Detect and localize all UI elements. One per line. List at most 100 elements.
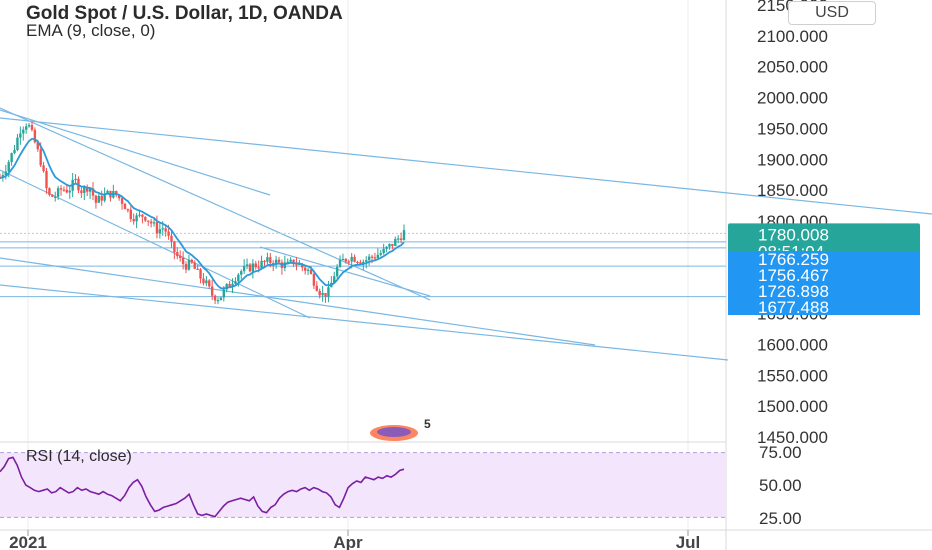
- candle-body: [231, 283, 234, 287]
- rsi-legend-label[interactable]: RSI (14, close): [26, 448, 132, 465]
- candle-body: [396, 238, 400, 240]
- candle-body: [295, 264, 298, 266]
- price-tick-label: 1550.000: [757, 366, 828, 385]
- candle-body: [289, 259, 292, 262]
- candle-body: [373, 257, 377, 259]
- candle-body: [152, 222, 156, 224]
- candle-body: [22, 129, 25, 134]
- candle-body: [16, 137, 19, 151]
- candle-body: [51, 194, 54, 197]
- candle-body: [263, 260, 266, 263]
- candle-body: [170, 235, 173, 242]
- candle-body: [347, 261, 350, 263]
- candle-body: [333, 276, 336, 283]
- candle-body: [254, 263, 257, 268]
- candle-body: [54, 196, 57, 198]
- candle-body: [155, 222, 159, 234]
- candle-body: [321, 293, 324, 296]
- candle-body: [184, 264, 188, 270]
- candle-body: [245, 264, 249, 267]
- candle-body: [269, 257, 272, 264]
- candle-body: [27, 125, 31, 127]
- candle-body: [274, 259, 278, 265]
- candle-body: [234, 281, 237, 284]
- price-tick-label: 1950.000: [757, 119, 828, 138]
- price-tags: 1780.00808:51:041766.2591756.4671726.898…: [728, 223, 920, 317]
- candle-body: [190, 259, 194, 263]
- candle-body: [341, 258, 345, 261]
- candle-body: [292, 259, 295, 265]
- candle-body: [36, 142, 39, 150]
- rsi-series: [0, 456, 405, 518]
- time-axis[interactable]: 2021 Apr Jul: [9, 530, 700, 550]
- candle-body: [129, 209, 132, 219]
- candle-body: [324, 293, 327, 297]
- rsi-tick-label: 75.00: [759, 443, 802, 462]
- price-tick-label: 2050.000: [757, 58, 828, 77]
- candle-body: [286, 261, 289, 263]
- time-tick-label: Jul: [676, 533, 701, 550]
- candle-body: [318, 290, 321, 296]
- candle-body: [260, 260, 263, 268]
- candle-body: [80, 190, 83, 193]
- price-level-tag-3: [728, 299, 920, 315]
- last-price-value: 1780.008: [758, 225, 829, 244]
- rsi-band: [0, 452, 726, 518]
- candle-body: [335, 266, 339, 277]
- price-tick-label: 1600.000: [757, 335, 828, 354]
- candle-body: [225, 283, 228, 290]
- candle-body: [248, 264, 252, 272]
- candlestick-series: [0, 121, 406, 305]
- candle-body: [402, 230, 406, 241]
- candle-body: [91, 188, 95, 196]
- broker-logo: 5: [370, 418, 431, 441]
- candle-body: [42, 165, 45, 172]
- rsi-tick-label: 50.00: [759, 476, 802, 495]
- price-tick-label: 2000.000: [757, 89, 828, 108]
- candle-body: [199, 269, 202, 279]
- candle-body: [173, 241, 176, 253]
- candle-body: [213, 295, 217, 301]
- price-level-value-1: 1756.467: [758, 266, 829, 285]
- candle-body: [376, 254, 380, 259]
- candle-body: [85, 187, 89, 192]
- candle-body: [309, 269, 313, 274]
- candle-body: [353, 256, 356, 262]
- candle-body: [344, 258, 348, 262]
- candle-body: [216, 300, 220, 302]
- price-level-value-2: 1726.898: [758, 282, 829, 301]
- candle-body: [385, 246, 388, 249]
- candle-body: [115, 190, 118, 196]
- trendline-4: [0, 257, 596, 346]
- candle-body: [301, 263, 304, 268]
- price-level-tag-1: [728, 267, 920, 283]
- candle-body: [7, 162, 10, 172]
- candle-body: [306, 269, 310, 271]
- candle-body: [202, 278, 205, 284]
- candle-body: [222, 289, 225, 298]
- candle-body: [391, 243, 394, 246]
- candle-body: [167, 231, 170, 236]
- candle-body: [30, 125, 34, 130]
- candle-body: [277, 259, 281, 263]
- candle-body: [181, 257, 185, 265]
- candle-body: [237, 274, 240, 282]
- candle-body: [103, 193, 106, 201]
- candle-body: [367, 256, 371, 261]
- candle-body: [228, 283, 231, 287]
- candle-body: [210, 286, 214, 296]
- candle-body: [24, 126, 28, 130]
- candle-body: [315, 285, 319, 291]
- candle-body: [298, 263, 301, 266]
- candle-body: [45, 171, 48, 189]
- currency-button[interactable]: USD: [788, 1, 876, 25]
- candle-body: [312, 273, 316, 286]
- candle-body: [39, 149, 42, 166]
- candle-body: [149, 221, 153, 224]
- ema-legend-label[interactable]: EMA (9, close, 0): [26, 21, 156, 40]
- trendline-5: [0, 284, 729, 361]
- candle-body: [59, 188, 63, 190]
- price-level-value-0: 1766.259: [758, 250, 829, 269]
- candle-body: [365, 260, 368, 262]
- logo-swoosh-inner: [377, 427, 411, 437]
